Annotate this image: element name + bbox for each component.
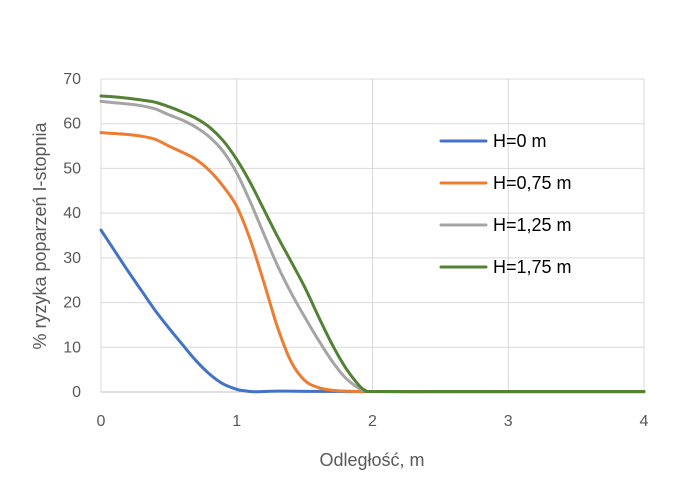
y-tick-label-60: 60	[63, 116, 81, 133]
grid	[100, 78, 645, 393]
legend-label-2: H=0,75 m	[493, 173, 572, 193]
x-tick-label-0: 0	[97, 413, 106, 430]
tick-labels: 0 10 20 30 40 50 60 70 0 1 2 3 4	[63, 71, 648, 430]
y-tick-label-20: 20	[63, 295, 81, 312]
x-tick-label-3: 3	[504, 413, 513, 430]
y-axis-title: % ryzyka poparzeń I-stopnia	[30, 121, 50, 349]
series-line-4	[99, 94, 646, 394]
y-tick-label-70: 70	[63, 71, 81, 88]
x-tick-label-4: 4	[640, 413, 649, 430]
y-tick-label-30: 30	[63, 250, 81, 267]
x-tick-label-1: 1	[232, 413, 241, 430]
legend-label-3: H=1,25 m	[493, 215, 572, 235]
y-tick-label-0: 0	[72, 384, 81, 401]
legend-label-1: H=0 m	[493, 131, 547, 151]
legend: H=0 m H=0,75 m H=1,25 m H=1,75 m	[439, 131, 572, 277]
x-tick-label-2: 2	[368, 413, 377, 430]
x-axis-title: Odległość, m	[319, 450, 424, 470]
y-tick-label-50: 50	[63, 160, 81, 177]
legend-label-4: H=1,75 m	[493, 257, 572, 277]
series-lines	[99, 94, 646, 394]
y-tick-label-40: 40	[63, 205, 81, 222]
y-tick-label-10: 10	[63, 339, 81, 356]
